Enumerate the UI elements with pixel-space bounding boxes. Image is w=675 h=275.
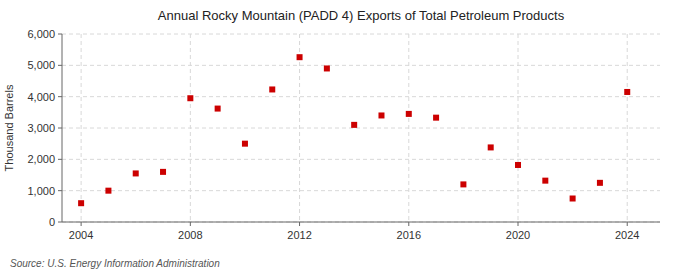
x-grid-line bbox=[299, 34, 300, 222]
y-grid-line bbox=[62, 190, 660, 191]
point bbox=[570, 196, 576, 202]
y-tick-label: 2,000 bbox=[27, 153, 55, 165]
point bbox=[160, 169, 166, 175]
x-tick bbox=[408, 222, 409, 226]
x-tick-label: 2008 bbox=[178, 229, 202, 241]
x-tick bbox=[81, 222, 82, 226]
y-tick-label: 4,000 bbox=[27, 91, 55, 103]
y-tick bbox=[58, 190, 62, 191]
point bbox=[515, 162, 521, 168]
chart: 0 1,000 2,000 3,000 4,000 5,000 6,000 2004 2008 2… bbox=[0, 0, 675, 275]
x-tick-label: 2016 bbox=[397, 229, 421, 241]
y-grid-line bbox=[62, 159, 660, 160]
point bbox=[297, 54, 303, 60]
points bbox=[78, 54, 630, 206]
point bbox=[324, 65, 330, 71]
x-axis-line bbox=[62, 222, 660, 223]
point bbox=[406, 111, 412, 117]
y-tick bbox=[58, 34, 62, 35]
x-grid-line bbox=[190, 34, 191, 222]
x-tick bbox=[518, 222, 519, 226]
y-tick-label: 0 bbox=[49, 216, 55, 228]
x-grid-line bbox=[408, 34, 409, 222]
x-tick-label: 2004 bbox=[69, 229, 93, 241]
y-grid-line bbox=[62, 96, 660, 97]
point bbox=[78, 200, 84, 206]
y-tick-label: 3,000 bbox=[27, 122, 55, 134]
y-grid-line bbox=[62, 128, 660, 129]
x-tick-label: 2012 bbox=[287, 229, 311, 241]
y-tick bbox=[58, 96, 62, 97]
y-grid-line bbox=[62, 222, 660, 223]
y-tick-label: 1,000 bbox=[27, 185, 55, 197]
y-tick-label: 5,000 bbox=[27, 59, 55, 71]
y-axis-label: Thousand Barrels bbox=[3, 84, 15, 171]
y-tick bbox=[58, 159, 62, 160]
point bbox=[488, 144, 494, 150]
y-tick bbox=[58, 222, 62, 223]
x-tick-label: 2020 bbox=[506, 229, 530, 241]
grid bbox=[62, 34, 660, 222]
point bbox=[433, 115, 439, 121]
x-tick-label: 2024 bbox=[615, 229, 639, 241]
source-note: Source: U.S. Energy Information Administ… bbox=[10, 258, 220, 269]
title: Annual Rocky Mountain (PADD 4) Exports o… bbox=[158, 8, 565, 23]
y-tick-label: 6,000 bbox=[27, 28, 55, 40]
point bbox=[105, 188, 111, 194]
y-axis-line bbox=[62, 34, 63, 222]
point bbox=[133, 170, 139, 176]
y-tick bbox=[58, 65, 62, 66]
y-tick bbox=[58, 128, 62, 129]
point bbox=[215, 106, 221, 112]
point bbox=[378, 112, 384, 118]
point bbox=[187, 95, 193, 101]
point bbox=[351, 122, 357, 128]
x-grid-line bbox=[81, 34, 82, 222]
point bbox=[624, 89, 630, 95]
x-grid-line bbox=[627, 34, 628, 222]
point bbox=[597, 180, 603, 186]
point bbox=[542, 178, 548, 184]
y-grid-line bbox=[62, 65, 660, 66]
x-tick bbox=[190, 222, 191, 226]
x-tick bbox=[299, 222, 300, 226]
point bbox=[460, 181, 466, 187]
x-tick bbox=[627, 222, 628, 226]
x-grid-line bbox=[518, 34, 519, 222]
point bbox=[242, 141, 248, 147]
page: {"chart_data": { "type": "scatter", "tit… bbox=[0, 0, 675, 275]
y-grid-line bbox=[62, 34, 660, 35]
point bbox=[269, 86, 275, 92]
